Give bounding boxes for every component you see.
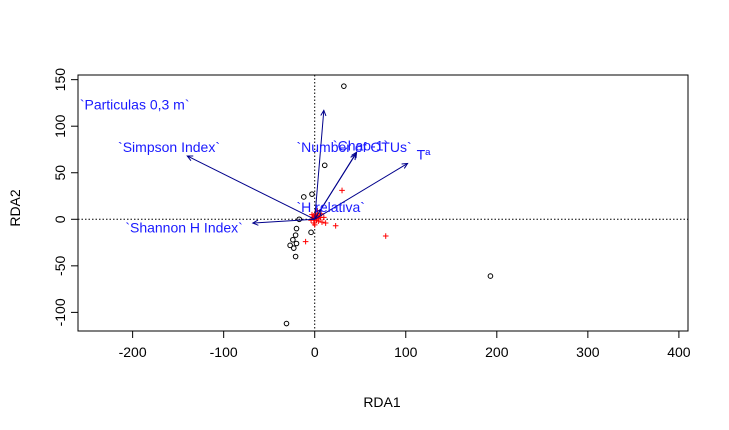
vector-arrowhead — [251, 219, 259, 226]
site-points — [283, 83, 494, 327]
site-point — [287, 242, 293, 249]
vector-arrow — [187, 155, 315, 220]
site-point — [292, 232, 299, 238]
vector-arrowhead — [315, 208, 322, 216]
x-tick-label: 400 — [667, 344, 691, 360]
site-point — [293, 240, 300, 247]
x-tick-label: 0 — [311, 344, 319, 360]
plot-frame — [77, 74, 689, 332]
y-axis-label: RDA2 — [7, 189, 23, 227]
site-point — [283, 320, 290, 327]
y-tick-label: 100 — [52, 114, 68, 138]
site-point — [487, 273, 494, 279]
site-point — [296, 216, 303, 223]
site-point — [309, 191, 315, 197]
site-point — [308, 229, 314, 236]
vector-arrow — [314, 152, 358, 220]
vector-label: `H relativa` — [297, 199, 365, 215]
species-point — [332, 223, 339, 229]
plot-border — [77, 74, 689, 332]
x-tick-label: 100 — [394, 344, 418, 360]
y-tick-label: 50 — [52, 165, 68, 181]
site-point — [300, 194, 307, 200]
x-axis: -200 -100 0 100 200 300 400 — [119, 330, 691, 360]
y-tick-label: 150 — [52, 68, 68, 92]
vector-arrowhead — [351, 151, 358, 159]
species-points — [302, 187, 389, 245]
species-point — [302, 238, 309, 245]
vector-label: `Number of OTUs` — [297, 139, 412, 155]
x-tick-label: 300 — [576, 344, 600, 360]
x-tick-label: -100 — [210, 344, 238, 360]
species-point — [339, 187, 345, 194]
y-tick-label: 0 — [52, 215, 68, 223]
vector-label: `Simpson Index` — [118, 139, 220, 155]
vector-arrow — [252, 218, 315, 224]
vector-arrow — [314, 208, 322, 220]
site-point — [341, 83, 347, 89]
y-tick-label: -50 — [52, 256, 68, 276]
species-point — [321, 214, 327, 221]
site-point — [290, 236, 296, 243]
vector-arrow — [314, 110, 325, 220]
vector-label: Tª — [417, 147, 432, 163]
site-point — [292, 253, 299, 260]
x-axis-label: RDA1 — [363, 394, 401, 410]
y-axis: -100 -50 0 50 100 150 — [52, 68, 79, 326]
site-point — [293, 225, 300, 232]
biplot-vectors — [186, 109, 409, 226]
site-point — [290, 245, 297, 251]
vector-arrowhead — [320, 109, 327, 117]
species-point — [382, 233, 389, 239]
x-tick-label: -200 — [119, 344, 147, 360]
reference-lines — [78, 75, 688, 331]
vector-label: `Chao-1` — [333, 137, 388, 153]
x-tick-label: 200 — [485, 344, 509, 360]
vector-arrow — [314, 163, 408, 220]
vector-labels: `Particulas 0,3 m` `Simpson Index` `Number… — [80, 96, 431, 235]
species-point — [311, 222, 318, 228]
species-point — [319, 219, 325, 225]
site-point — [321, 162, 328, 169]
species-point — [309, 211, 315, 218]
vector-arrowhead — [401, 162, 409, 169]
vector-label: `Shannon H Index` — [125, 219, 243, 235]
vector-arrowhead — [186, 155, 194, 162]
vector-label: `Particulas 0,3 m` — [80, 96, 190, 112]
species-point — [322, 220, 329, 226]
y-tick-label: -100 — [52, 298, 68, 326]
